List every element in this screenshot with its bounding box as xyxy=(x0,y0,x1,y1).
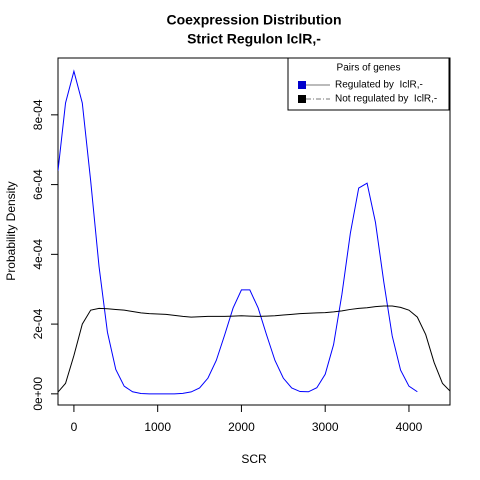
legend-swatch xyxy=(298,95,306,103)
y-tick-label: 8e-04 xyxy=(31,99,45,130)
plot-frame xyxy=(57,57,451,406)
y-axis-label: Probability Density xyxy=(4,181,18,280)
y-tick-label: 0e+00 xyxy=(31,377,45,411)
x-axis-label: SCR xyxy=(241,452,267,466)
legend-label: Regulated by IclR,- xyxy=(335,80,423,91)
x-tick-label: 3000 xyxy=(312,420,339,434)
series-line xyxy=(58,305,450,393)
x-tick-label: 4000 xyxy=(396,420,423,434)
legend-title: Pairs of genes xyxy=(337,63,401,74)
legend-box xyxy=(287,57,450,111)
x-tick-label: 2000 xyxy=(228,420,255,434)
legend-swatch xyxy=(298,81,306,89)
chart-subtitle: Strict Regulon IclR,- xyxy=(187,31,321,47)
chart-title: Coexpression Distribution xyxy=(166,12,341,28)
x-tick-label: 1000 xyxy=(144,420,171,434)
y-tick-label: 6e-04 xyxy=(31,169,45,200)
y-tick-label: 4e-04 xyxy=(31,239,45,270)
legend-label: Not regulated by IclR,- xyxy=(335,94,437,105)
y-tick-label: 2e-04 xyxy=(31,308,45,339)
series-line xyxy=(58,69,418,395)
x-tick-label: 0 xyxy=(71,420,78,434)
